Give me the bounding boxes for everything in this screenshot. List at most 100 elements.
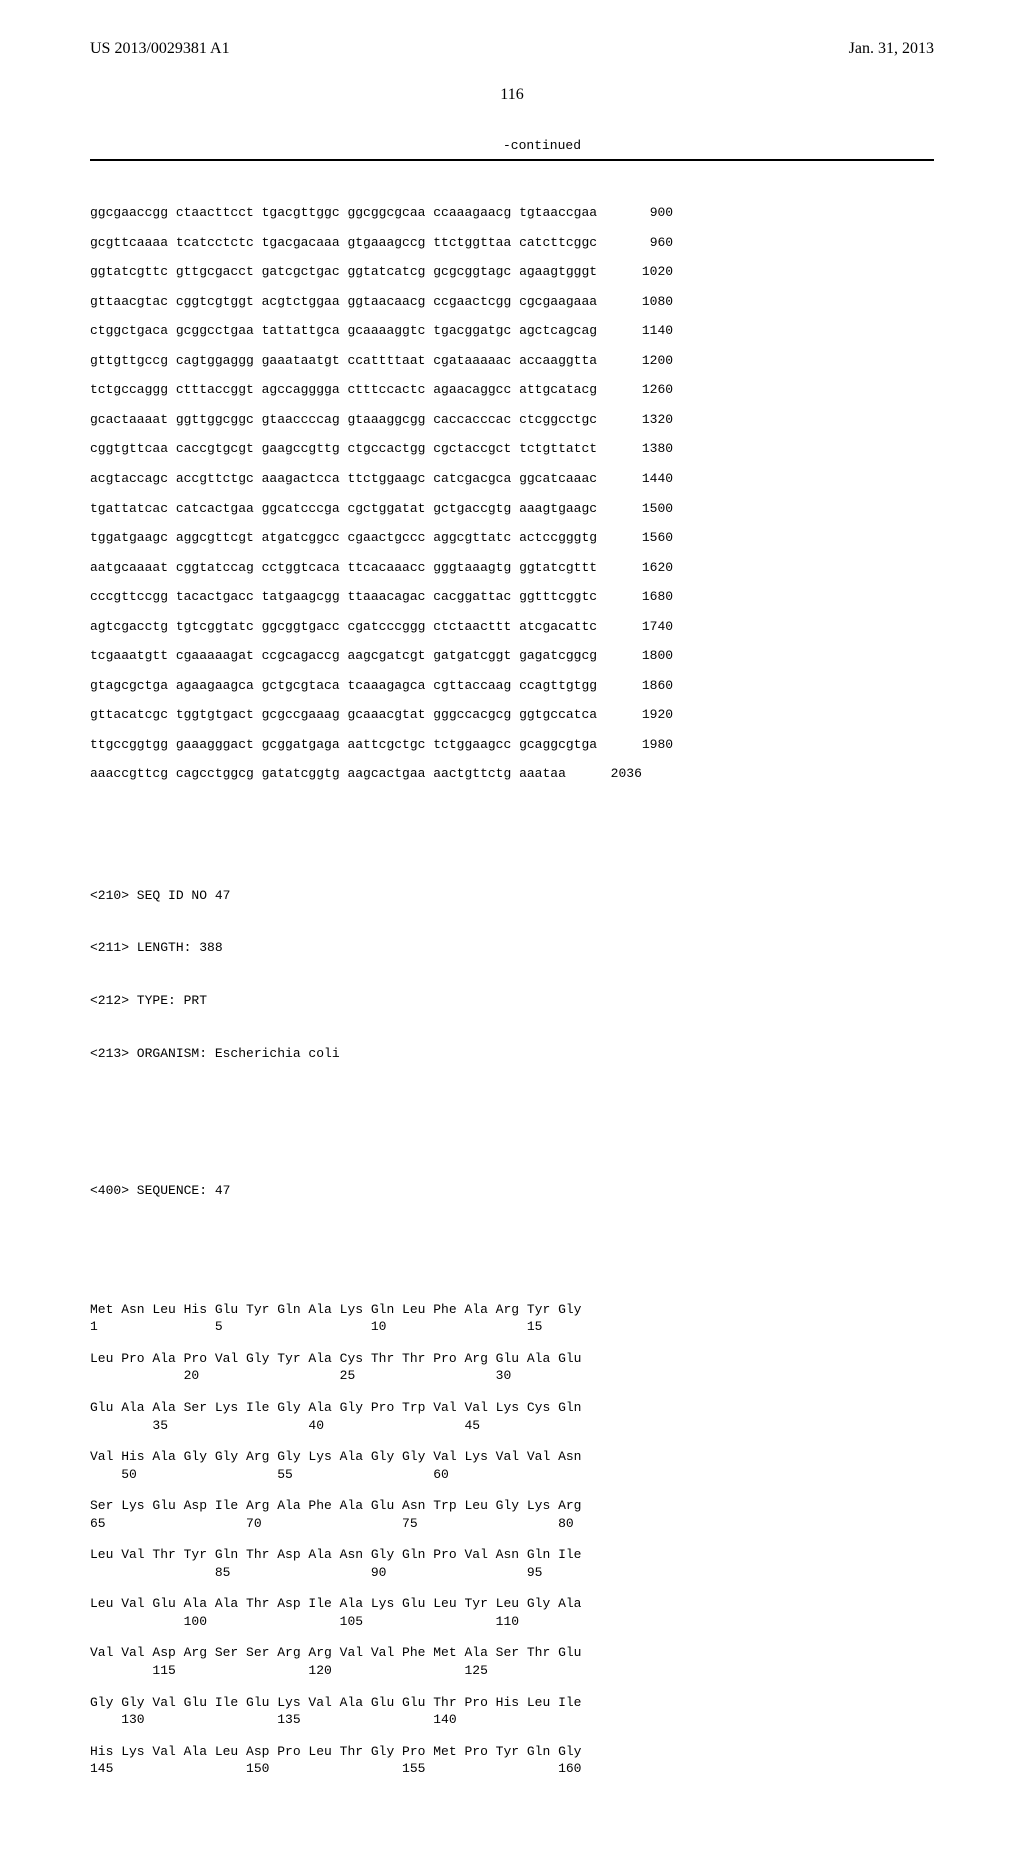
- seq-id-line: <210> SEQ ID NO 47: [90, 887, 934, 905]
- protein-aa-line: Gly Gly Val Glu Ile Glu Lys Val Ala Glu …: [90, 1694, 934, 1712]
- dna-row: ctggctgaca gcggcctgaa tattattgca gcaaaag…: [90, 322, 934, 340]
- seq-length-line: <211> LENGTH: 388: [90, 939, 934, 957]
- dna-seq-text: acgtaccagc accgttctgc aaagactcca ttctgga…: [90, 470, 597, 488]
- dna-row: tggatgaagc aggcgttcgt atgatcggcc cgaactg…: [90, 529, 934, 547]
- dna-seq-text: cccgttccgg tacactgacc tatgaagcgg ttaaaca…: [90, 588, 597, 606]
- protein-position-line: 100 105 110: [90, 1613, 934, 1631]
- dna-seq-text: gcgttcaaaa tcatcctctc tgacgacaaa gtgaaag…: [90, 234, 597, 252]
- dna-row: tgattatcac catcactgaa ggcatcccga cgctgga…: [90, 500, 934, 518]
- protein-row: His Lys Val Ala Leu Asp Pro Leu Thr Gly …: [90, 1743, 934, 1778]
- dna-seq-text: ggcgaaccgg ctaacttcct tgacgttggc ggcggcg…: [90, 204, 597, 222]
- dna-row: gttacatcgc tggtgtgact gcgccgaaag gcaaacg…: [90, 706, 934, 724]
- dna-position: 1980: [597, 736, 673, 754]
- dna-seq-text: tggatgaagc aggcgttcgt atgatcggcc cgaactg…: [90, 529, 597, 547]
- dna-position: 1140: [597, 322, 673, 340]
- dna-seq-text: gttacatcgc tggtgtgact gcgccgaaag gcaaacg…: [90, 706, 597, 724]
- protein-position-line: 20 25 30: [90, 1367, 934, 1385]
- patent-page: US 2013/0029381 A1 Jan. 31, 2013 116 -co…: [0, 0, 1024, 1867]
- dna-row: cccgttccgg tacactgacc tatgaagcgg ttaaaca…: [90, 588, 934, 606]
- dna-row: gttaacgtac cggtcgtggt acgtctggaa ggtaaca…: [90, 293, 934, 311]
- dna-row: ttgccggtgg gaaagggact gcggatgaga aattcgc…: [90, 736, 934, 754]
- dna-position: 1620: [597, 559, 673, 577]
- dna-row: agtcgacctg tgtcggtatc ggcggtgacc cgatccc…: [90, 618, 934, 636]
- dna-row: ggtatcgttc gttgcgacct gatcgctgac ggtatca…: [90, 263, 934, 281]
- protein-position-line: 1 5 10 15: [90, 1318, 934, 1336]
- dna-row: cggtgttcaa caccgtgcgt gaagccgttg ctgccac…: [90, 440, 934, 458]
- protein-position-line: 50 55 60: [90, 1466, 934, 1484]
- page-number: 116: [90, 86, 934, 104]
- dna-seq-text: gttaacgtac cggtcgtggt acgtctggaa ggtaaca…: [90, 293, 597, 311]
- seq-400-line: <400> SEQUENCE: 47: [90, 1182, 934, 1200]
- dna-row: acgtaccagc accgttctgc aaagactcca ttctgga…: [90, 470, 934, 488]
- dna-seq-text: tgattatcac catcactgaa ggcatcccga cgctgga…: [90, 500, 597, 518]
- dna-seq-text: aaaccgttcg cagcctggcg gatatcggtg aagcact…: [90, 765, 566, 783]
- page-header: US 2013/0029381 A1 Jan. 31, 2013: [90, 40, 934, 58]
- dna-position: 1740: [597, 618, 673, 636]
- seq-organism-line: <213> ORGANISM: Escherichia coli: [90, 1045, 934, 1063]
- dna-position: 1080: [597, 293, 673, 311]
- dna-position: 1800: [597, 647, 673, 665]
- dna-position: 2036: [566, 765, 642, 783]
- sequence-metadata: <210> SEQ ID NO 47 <211> LENGTH: 388 <21…: [90, 852, 934, 1098]
- dna-row: gcactaaaat ggttggcggc gtaaccccag gtaaagg…: [90, 411, 934, 429]
- protein-aa-line: Val Val Asp Arg Ser Ser Arg Arg Val Val …: [90, 1644, 934, 1662]
- dna-row: ggcgaaccgg ctaacttcct tgacgttggc ggcggcg…: [90, 204, 934, 222]
- dna-position: 1440: [597, 470, 673, 488]
- dna-seq-text: tctgccaggg ctttaccggt agccagggga ctttcca…: [90, 381, 597, 399]
- dna-seq-text: agtcgacctg tgtcggtatc ggcggtgacc cgatccc…: [90, 618, 597, 636]
- dna-row: tctgccaggg ctttaccggt agccagggga ctttcca…: [90, 381, 934, 399]
- publication-number: US 2013/0029381 A1: [90, 40, 230, 58]
- protein-position-line: 85 90 95: [90, 1564, 934, 1582]
- dna-position: 1380: [597, 440, 673, 458]
- sequence-header: <400> SEQUENCE: 47: [90, 1146, 934, 1234]
- dna-position: 1200: [597, 352, 673, 370]
- protein-aa-line: Leu Val Glu Ala Ala Thr Asp Ile Ala Lys …: [90, 1595, 934, 1613]
- dna-sequence-block: ggcgaaccgg ctaacttcct tgacgttggc ggcggcg…: [90, 204, 934, 783]
- protein-row: Gly Gly Val Glu Ile Glu Lys Val Ala Glu …: [90, 1694, 934, 1729]
- protein-sequence-block: Met Asn Leu His Glu Tyr Gln Ala Lys Gln …: [90, 1301, 934, 1778]
- dna-row: tcgaaatgtt cgaaaaagat ccgcagaccg aagcgat…: [90, 647, 934, 665]
- protein-row: Val Val Asp Arg Ser Ser Arg Arg Val Val …: [90, 1644, 934, 1679]
- protein-aa-line: Met Asn Leu His Glu Tyr Gln Ala Lys Gln …: [90, 1301, 934, 1319]
- dna-seq-text: gttgttgccg cagtggaggg gaaataatgt ccatttt…: [90, 352, 597, 370]
- protein-position-line: 130 135 140: [90, 1711, 934, 1729]
- protein-aa-line: Glu Ala Ala Ser Lys Ile Gly Ala Gly Pro …: [90, 1399, 934, 1417]
- dna-seq-text: aatgcaaaat cggtatccag cctggtcaca ttcacaa…: [90, 559, 597, 577]
- dna-row: aatgcaaaat cggtatccag cctggtcaca ttcacaa…: [90, 559, 934, 577]
- protein-aa-line: Leu Val Thr Tyr Gln Thr Asp Ala Asn Gly …: [90, 1546, 934, 1564]
- protein-aa-line: Ser Lys Glu Asp Ile Arg Ala Phe Ala Glu …: [90, 1497, 934, 1515]
- dna-position: 1680: [597, 588, 673, 606]
- dna-seq-text: ttgccggtgg gaaagggact gcggatgaga aattcgc…: [90, 736, 597, 754]
- protein-row: Leu Val Glu Ala Ala Thr Asp Ile Ala Lys …: [90, 1595, 934, 1630]
- sequence-listing: ggcgaaccgg ctaacttcct tgacgttggc ggcggcg…: [90, 159, 934, 1827]
- dna-seq-text: cggtgttcaa caccgtgcgt gaagccgttg ctgccac…: [90, 440, 597, 458]
- seq-type-line: <212> TYPE: PRT: [90, 992, 934, 1010]
- dna-row: gcgttcaaaa tcatcctctc tgacgacaaa gtgaaag…: [90, 234, 934, 252]
- dna-row: gtagcgctga agaagaagca gctgcgtaca tcaaaga…: [90, 677, 934, 695]
- dna-position: 1920: [597, 706, 673, 724]
- dna-position: 960: [597, 234, 673, 252]
- protein-row: Val His Ala Gly Gly Arg Gly Lys Ala Gly …: [90, 1448, 934, 1483]
- protein-position-line: 145 150 155 160: [90, 1760, 934, 1778]
- protein-row: Glu Ala Ala Ser Lys Ile Gly Ala Gly Pro …: [90, 1399, 934, 1434]
- dna-position: 1260: [597, 381, 673, 399]
- continued-label: -continued: [90, 138, 934, 153]
- dna-position: 1560: [597, 529, 673, 547]
- protein-row: Met Asn Leu His Glu Tyr Gln Ala Lys Gln …: [90, 1301, 934, 1336]
- protein-position-line: 35 40 45: [90, 1417, 934, 1435]
- dna-seq-text: tcgaaatgtt cgaaaaagat ccgcagaccg aagcgat…: [90, 647, 597, 665]
- protein-aa-line: Val His Ala Gly Gly Arg Gly Lys Ala Gly …: [90, 1448, 934, 1466]
- publication-date: Jan. 31, 2013: [849, 40, 934, 58]
- protein-row: Leu Pro Ala Pro Val Gly Tyr Ala Cys Thr …: [90, 1350, 934, 1385]
- dna-seq-text: gcactaaaat ggttggcggc gtaaccccag gtaaagg…: [90, 411, 597, 429]
- protein-row: Ser Lys Glu Asp Ile Arg Ala Phe Ala Glu …: [90, 1497, 934, 1532]
- dna-row: gttgttgccg cagtggaggg gaaataatgt ccatttt…: [90, 352, 934, 370]
- dna-position: 1500: [597, 500, 673, 518]
- protein-aa-line: His Lys Val Ala Leu Asp Pro Leu Thr Gly …: [90, 1743, 934, 1761]
- dna-seq-text: ggtatcgttc gttgcgacct gatcgctgac ggtatca…: [90, 263, 597, 281]
- dna-position: 1320: [597, 411, 673, 429]
- protein-row: Leu Val Thr Tyr Gln Thr Asp Ala Asn Gly …: [90, 1546, 934, 1581]
- dna-position: 1020: [597, 263, 673, 281]
- dna-position: 900: [597, 204, 673, 222]
- dna-seq-text: ctggctgaca gcggcctgaa tattattgca gcaaaag…: [90, 322, 597, 340]
